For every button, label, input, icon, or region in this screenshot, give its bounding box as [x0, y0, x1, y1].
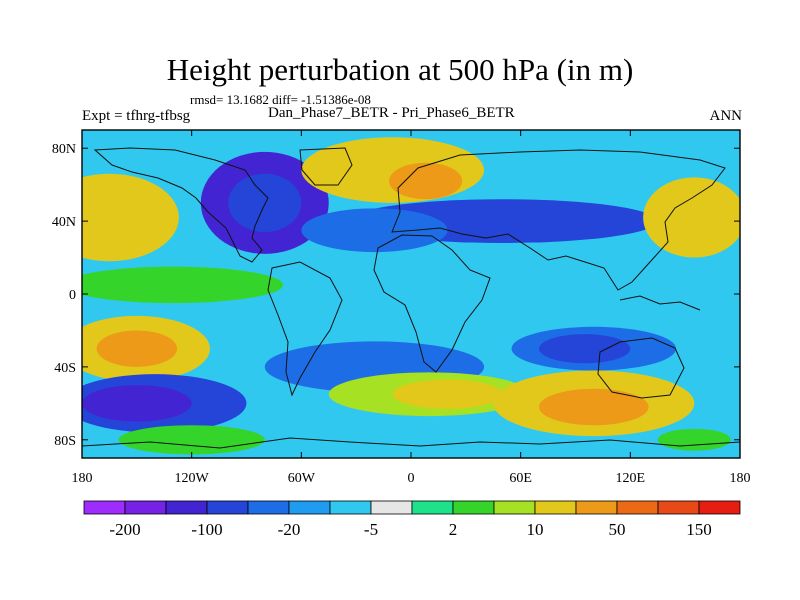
map-title: Height perturbation at 500 hPa (in m) [166, 52, 634, 87]
lon-tick-label-4: 60E [509, 471, 532, 486]
colorbar-box-10 [493, 500, 536, 515]
colorbar-box-2 [165, 500, 208, 515]
lat-tick-label-1: 40N [52, 215, 76, 230]
field-region-18 [392, 379, 503, 409]
field-region-5 [389, 162, 463, 200]
field-region-10 [82, 266, 284, 304]
colorbar-box-12 [575, 500, 618, 515]
coastline-south-america [267, 261, 343, 397]
colorbar-box-4 [247, 500, 290, 515]
colorbar-box-13 [616, 500, 659, 515]
colorbar-label-2: -20 [278, 520, 301, 539]
case-label: Dan_Phase7_BETR - Pri_Phase6_BETR [268, 105, 515, 121]
colorbar-label-5: 10 [527, 520, 544, 539]
colorbar-box-11 [534, 500, 577, 515]
field-region-22 [538, 388, 649, 426]
colorbar-label-7: 150 [686, 520, 712, 539]
coastline-eurasia [391, 149, 726, 291]
coastlines [82, 147, 740, 449]
colorbar-label-3: -5 [364, 520, 378, 539]
field-region-9 [575, 257, 722, 302]
field-region-16 [264, 416, 448, 446]
coastline-greenland [299, 147, 353, 186]
field-region-4 [301, 137, 485, 203]
lon-tick-label-5: 120E [616, 471, 646, 486]
lat-tick-label-2: 0 [69, 288, 76, 303]
colorbar-box-7 [370, 500, 413, 515]
field-region-20 [538, 334, 631, 364]
colorbar-label-0: -200 [109, 520, 140, 539]
colorbar-box-8 [411, 500, 454, 515]
season-label: ANN [709, 108, 743, 124]
colorbar: -200 -100 -20 -5 2 10 50 150 [83, 500, 741, 539]
lon-tick-label-3: 0 [408, 471, 415, 486]
field-region-14 [82, 385, 192, 422]
field-layer [82, 137, 740, 455]
lon-tick-label-6: 180 [730, 471, 751, 486]
colorbar-box-1 [124, 500, 167, 515]
field-region-12 [96, 330, 178, 367]
field-region-7 [301, 208, 448, 253]
field-region-8 [643, 177, 740, 258]
coastline-africa [373, 234, 491, 373]
colorbar-label-6: 50 [609, 520, 626, 539]
coastline-indonesia [619, 295, 701, 311]
coastline-antarctica [82, 437, 740, 449]
colorbar-label-1: -100 [191, 520, 222, 539]
field-region-24 [657, 428, 731, 451]
field-region-3 [228, 173, 302, 233]
field-region-23 [118, 425, 265, 455]
colorbar-box-15 [698, 500, 741, 515]
colorbar-label-4: 2 [449, 520, 458, 539]
colorbar-box-5 [288, 500, 331, 515]
stats-label: rmsd= 13.1682 diff= -1.51386e-08 [190, 92, 371, 107]
lat-tick-label-4: 80S [54, 434, 76, 449]
lat-tick-label-0: 80N [52, 142, 76, 157]
lon-tick-label-0: 180 [72, 471, 93, 486]
coastline-australia [597, 337, 685, 399]
colorbar-box-6 [329, 500, 372, 515]
lon-tick-label-1: 120W [175, 471, 210, 486]
field-region-1 [82, 173, 179, 262]
coastline-north-america [93, 147, 269, 263]
lon-tick-label-2: 60W [288, 471, 316, 486]
axis-ticks: 80N 40N 0 40S 80S 180 120W 60W 0 60E 120E 180 [52, 130, 751, 486]
experiment-label: Expt = tfhrg-tfbsg [82, 108, 191, 124]
colorbar-box-9 [452, 500, 495, 515]
contour-map [82, 130, 740, 458]
lat-tick-label-3: 40S [54, 361, 76, 376]
colorbar-box-3 [206, 500, 249, 515]
colorbar-box-0 [83, 500, 126, 515]
colorbar-box-14 [657, 500, 700, 515]
